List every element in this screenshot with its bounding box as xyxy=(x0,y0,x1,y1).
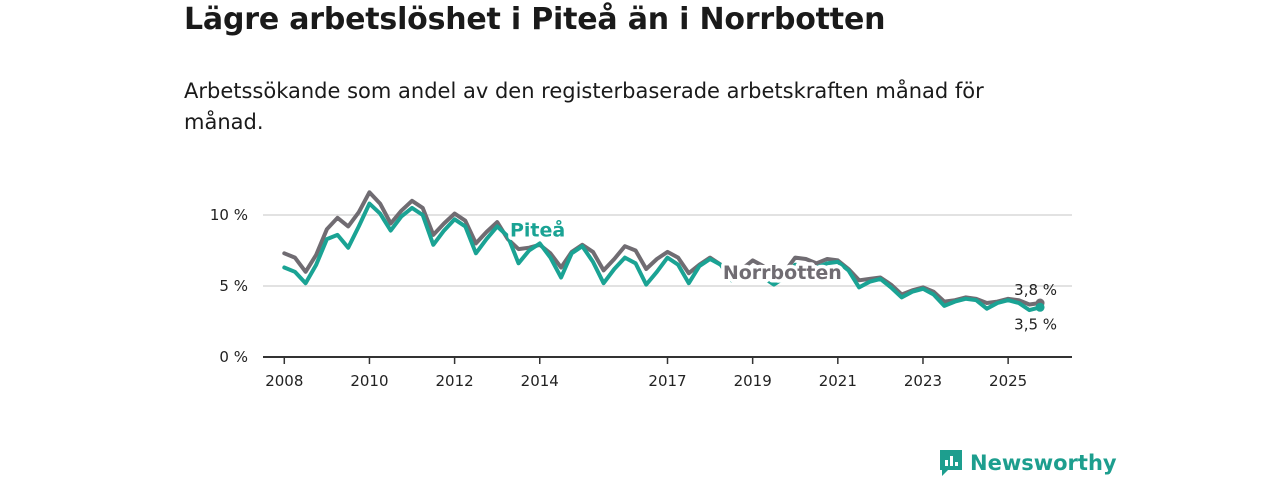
x-tick-label: 2010 xyxy=(350,372,388,390)
x-tick-label: 2008 xyxy=(265,372,303,390)
end-point-marker xyxy=(1035,302,1045,312)
series-line-pitea xyxy=(282,201,1043,313)
x-axis: 2008 2010 2012 2014 2017 2019 2021 2023 2025 xyxy=(263,356,1072,390)
norrbotten-series-label: Norrbotten xyxy=(723,262,842,284)
x-tick-label: 2021 xyxy=(819,372,857,390)
pitea-series-label: Piteå xyxy=(510,217,565,241)
x-tick-label: 2023 xyxy=(904,372,942,390)
brand-name: Newsworthy xyxy=(970,451,1117,475)
x-tick-label: 2017 xyxy=(648,372,686,390)
series-line-norrbotten xyxy=(282,190,1043,307)
x-tick-label: 2025 xyxy=(989,372,1027,390)
y-tick-labels: 0 % 5 % 10 % xyxy=(210,206,248,366)
brand-logo: Newsworthy xyxy=(938,448,1117,478)
y-tick-label: 10 % xyxy=(210,206,248,224)
chart-subtitle: Arbetssökande som andel av den registerb… xyxy=(184,79,984,134)
x-tick-label: 2019 xyxy=(734,372,772,390)
x-tick-label: 2014 xyxy=(521,372,559,390)
x-tick-label: 2012 xyxy=(436,372,474,390)
series-lines xyxy=(282,190,1045,313)
chart-title: Lägre arbetslöshet i Piteå än i Norrbott… xyxy=(184,2,886,37)
norrbotten-end-label: 3,8 % xyxy=(1014,281,1057,299)
pitea-end-label: 3,5 % xyxy=(1014,315,1057,333)
y-tick-label: 0 % xyxy=(219,348,248,366)
newsworthy-logo-icon xyxy=(940,450,962,476)
y-tick-label: 5 % xyxy=(219,277,248,295)
series-labels: Piteå Norrbotten 3,8 % 3,5 % xyxy=(506,214,1057,333)
